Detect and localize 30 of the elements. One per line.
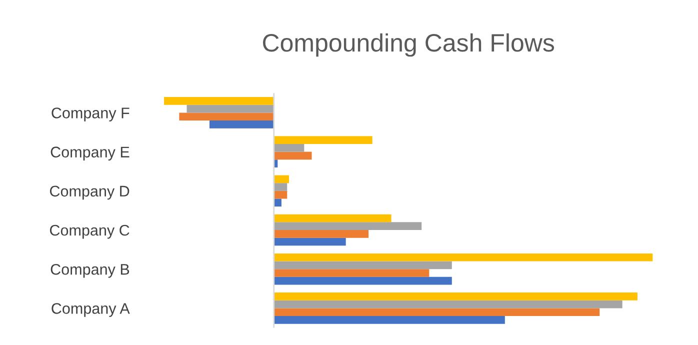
y-tick-label: Company D — [50, 186, 130, 200]
bar — [186, 104, 274, 113]
bar — [274, 238, 346, 246]
y-tick-label: Company F — [52, 108, 130, 122]
bar — [274, 276, 452, 285]
bar — [274, 253, 653, 262]
chart-title: Compounding Cash Flows — [263, 33, 554, 57]
y-tick-label: Company A — [52, 303, 130, 317]
bar — [274, 214, 392, 222]
bar — [274, 198, 282, 207]
y-tick-label: Company E — [50, 146, 130, 161]
bar — [164, 97, 274, 105]
y-tick-label: Company B — [50, 264, 130, 278]
bar — [274, 190, 288, 199]
bar — [274, 308, 600, 316]
bar — [274, 222, 422, 230]
bar — [274, 175, 290, 184]
bar — [274, 316, 505, 324]
bar — [274, 230, 369, 238]
bar — [274, 292, 638, 300]
bar — [274, 261, 452, 270]
bar — [274, 152, 312, 160]
bar — [274, 300, 622, 308]
y-tick-label: Company C — [50, 224, 130, 239]
bar — [274, 136, 372, 144]
bar — [274, 183, 288, 191]
bar — [209, 120, 274, 128]
bar — [274, 269, 430, 277]
bar — [274, 144, 304, 152]
bar — [179, 112, 274, 121]
